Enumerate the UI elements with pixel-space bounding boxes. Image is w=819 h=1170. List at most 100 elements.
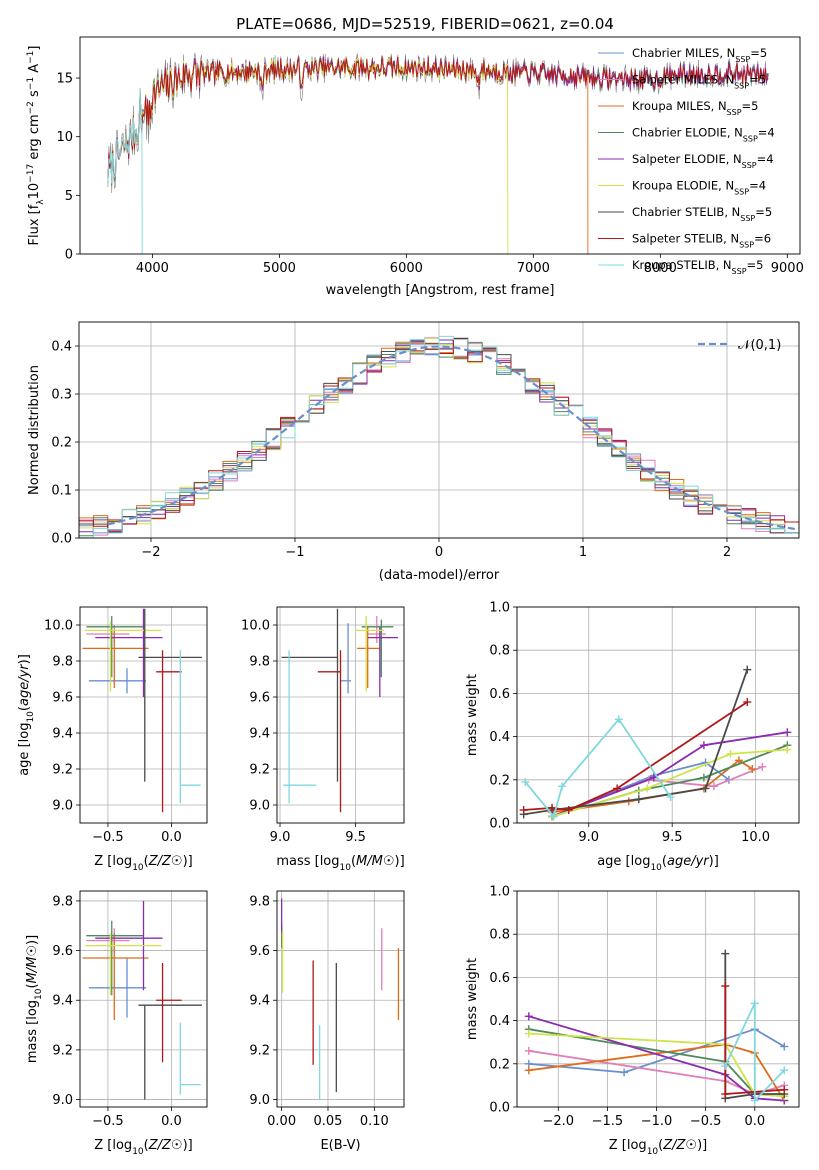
y-tick-label: 0.6 <box>489 971 510 986</box>
y-axis-label-part: age [log <box>17 723 32 776</box>
mass-weight-vs-age-panel: 9.0 9.5 10.0 0.0 0.2 0.4 0.6 0.8 1.0 age [log10(a… <box>465 601 800 873</box>
axes: 4000 5000 6000 7000 8000 9000 0 5 10 15 <box>56 36 804 276</box>
axes: 9.0 9.5 9.0 9.2 9.4 9.6 9.8 10.0 <box>241 606 405 845</box>
legend-suffix: =5 <box>742 99 759 113</box>
x-axis-label-part: 10 <box>647 1147 659 1157</box>
legend-entry: Salpeter ELODIE, NSSP=4 <box>632 152 774 170</box>
x-axis-label-part: Z/Z☉ <box>148 1138 183 1153</box>
plot-area <box>281 608 398 813</box>
residuals-panel: −2 −1 0 1 2 0.0 0.1 0.2 0.3 0.4 𝒩(0,1) (data-model)… <box>27 321 800 583</box>
y-tick-label: 10.0 <box>241 619 270 634</box>
spectrum-panel: 4000 5000 6000 7000 8000 9000 0 5 10 15 Chabrier M… <box>26 36 804 298</box>
plot-area <box>82 608 202 813</box>
x-tick-label: −1.0 <box>641 1114 673 1129</box>
mass-weight-series-4 <box>551 731 788 818</box>
x-tick-label: 6000 <box>390 261 423 276</box>
axes-frame <box>79 890 208 1108</box>
x-tick-label: 7000 <box>517 261 550 276</box>
x-axis-label-part: )] <box>395 854 405 869</box>
x-axis-label: Z [log10(Z/Z☉)] <box>609 1138 707 1157</box>
y-axis-label: mass [log10(M/M☉)] <box>25 935 44 1063</box>
y-axis-label-part: −1 <box>26 51 36 64</box>
y-axis-label-part: age/yr <box>17 663 32 706</box>
x-axis-label-part: mass [log <box>276 854 339 869</box>
y-tick-label: 0.4 <box>489 1014 510 1029</box>
axes: 9.0 9.5 10.0 0.0 0.2 0.4 0.6 0.8 1.0 <box>489 601 800 845</box>
legend-suffix: =5 <box>749 73 766 87</box>
y-axis-label-part: 10 <box>26 711 36 723</box>
axes-frame <box>276 890 405 1108</box>
grid <box>80 891 207 1107</box>
y-tick-label: 9.8 <box>52 655 73 670</box>
x-axis-label-part: E(B-V) <box>320 1138 360 1153</box>
y-tick-label: 0.0 <box>489 1101 510 1116</box>
plot-area <box>79 335 799 538</box>
y-axis-label-part: −17 <box>26 164 36 183</box>
legend-suffix: =5 <box>755 205 772 219</box>
y-tick-label: 9.6 <box>249 691 270 706</box>
plot-area <box>107 52 769 254</box>
spectrum-series-7 <box>107 56 769 183</box>
legend-suffix: =5 <box>747 258 764 272</box>
mass-weight-series-0 <box>551 761 730 818</box>
mass-weight-series-4 <box>528 1015 785 1102</box>
x-tick-label: 4000 <box>136 261 169 276</box>
legend-label: Chabrier STELIB, N <box>632 205 740 219</box>
legend-sub: SSP <box>734 187 749 196</box>
mass-weight-series-5 <box>551 748 788 818</box>
y-tick-label: 5 <box>65 189 73 204</box>
legend-label: Kroupa ELODIE, N <box>632 179 734 193</box>
y-tick-label: 0.0 <box>489 817 510 832</box>
x-tick-label: 8000 <box>644 261 677 276</box>
x-tick-label: −0.5 <box>690 1114 722 1129</box>
y-tick-label: 9.4 <box>52 994 73 1009</box>
grid <box>517 890 799 1108</box>
y-axis-label-part: λ <box>36 199 46 205</box>
y-tick-label: 9.0 <box>249 1093 270 1108</box>
y-axis-label-part: s <box>27 90 42 101</box>
axes-frame <box>79 36 801 255</box>
mass-weight-series-5 <box>528 1032 785 1098</box>
mass-weight-series-2 <box>528 1043 786 1101</box>
y-axis-label-part: 10 <box>27 183 42 200</box>
y-tick-label: 10 <box>56 130 73 145</box>
figure-title: PLATE=0686, MJD=52519, FIBERID=0621, z=0… <box>236 15 614 33</box>
y-tick-label: 9.2 <box>52 1043 73 1058</box>
axes: −0.5 0.0 9.0 9.2 9.4 9.6 9.8 <box>52 890 208 1129</box>
legend-sub: SSP <box>742 161 757 170</box>
x-axis-label-part: M/M☉ <box>356 854 394 869</box>
legend-suffix: =4 <box>757 152 774 166</box>
y-tick-label: 0.2 <box>51 436 72 451</box>
y-tick-label: 9.6 <box>249 944 270 959</box>
x-axis-label: Z [log10(Z/Z☉)] <box>94 854 192 873</box>
y-axis-label-part: erg cm <box>27 114 42 163</box>
axes: 0.00 0.05 0.10 9.0 9.2 9.4 9.6 9.8 <box>249 890 405 1129</box>
legend-sub: SSP <box>743 134 758 143</box>
legend-label: Kroupa MILES, N <box>632 99 727 113</box>
mass-vs-ebv-panel: 0.00 0.05 0.10 9.0 9.2 9.4 9.6 9.8 E(B-V) <box>249 890 405 1153</box>
y-tick-label: 9.8 <box>249 894 270 909</box>
y-axis-label-part: ( <box>17 706 32 711</box>
grid <box>517 606 799 824</box>
legend-sub: SSP <box>734 81 749 90</box>
y-tick-label: 0.2 <box>489 773 510 788</box>
x-tick-label: 0.0 <box>161 1114 182 1129</box>
legend-label: Salpeter MILES, N <box>632 73 734 87</box>
axes-frame <box>516 606 800 824</box>
x-axis-label-part: 10 <box>132 1147 144 1157</box>
legend-sub: SSP <box>739 240 754 249</box>
mass-weight-vs-z-panel: −2.0 −1.5 −1.0 −0.5 0.0 0.0 0.2 0.4 0.6 0.8 1.0 Z [… <box>465 885 800 1157</box>
plot-area <box>82 900 202 1100</box>
mass-weight-series-0 <box>528 1028 785 1074</box>
axes-frame <box>276 606 405 824</box>
y-tick-label: 0.1 <box>51 484 72 499</box>
x-tick-label: 5000 <box>263 261 296 276</box>
x-tick-label: −0.5 <box>92 830 124 845</box>
x-axis-label-part: )] <box>183 1138 193 1153</box>
y-tick-label: 9.2 <box>249 763 270 778</box>
y-tick-label: 0.4 <box>51 340 72 355</box>
y-tick-label: 1.0 <box>489 601 510 616</box>
legend-suffix: =4 <box>758 126 775 140</box>
